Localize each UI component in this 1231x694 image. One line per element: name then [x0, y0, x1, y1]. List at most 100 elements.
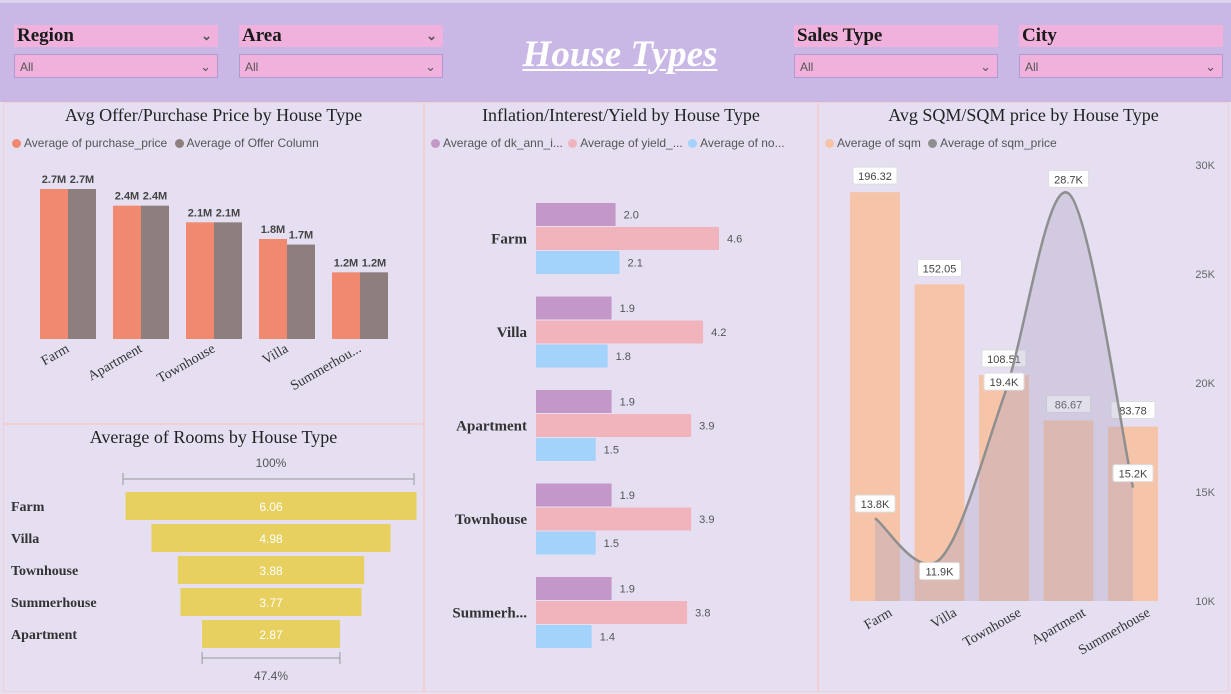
sqm-price-data-label: 15.2K: [1119, 469, 1148, 481]
inflation-bar: [536, 438, 596, 461]
rooms-data-label: 3.88: [259, 564, 283, 578]
inflation-category-label: Summerh...: [452, 606, 527, 622]
inflation-bar: [536, 227, 719, 250]
sqm-data-label-box: [1110, 401, 1156, 420]
sqm-data-label-box: [852, 166, 898, 185]
sqm-price-data-label: 13.8K: [861, 499, 890, 511]
inflation-data-label: 2.1: [628, 258, 643, 270]
legend-item-offer[interactable]: Average of Offer Column: [174, 136, 319, 150]
inflation-data-label: 1.9: [620, 397, 635, 409]
sqm-chart-panel: Avg SQM/SQM price by House Type Average …: [818, 102, 1229, 692]
inflation-bar: [536, 483, 612, 507]
sqm-bar: [1043, 420, 1094, 601]
rooms-data-label: 6.06: [259, 500, 283, 514]
legend-item-sqm[interactable]: Average of sqm: [825, 136, 921, 150]
sqm-price-data-label-box: [919, 562, 960, 581]
inflation-bar: [536, 251, 620, 274]
rooms-chart-panel: Average of Rooms by House Type 100% 6.06 F…: [3, 424, 424, 692]
price-chart-panel: Avg Offer/Purchase Price by House Type A…: [3, 102, 424, 424]
legend-item-sqm-price[interactable]: Average of sqm_price: [928, 136, 1057, 150]
sqm-data-label: 86.67: [1055, 399, 1083, 411]
sqm-price-data-label: 19.4K: [990, 377, 1019, 389]
chevron-down-icon: ⌄: [980, 59, 991, 74]
sqm-price-data-label-box: [854, 494, 896, 513]
rooms-funnel-chart: 100% 6.06 Farm 4.98 Villa 3.88 Townhouse 3.77 Su…: [11, 456, 417, 683]
area-dropdown[interactable]: All ⌄: [239, 54, 443, 78]
sqm-data-label: 196.32: [858, 171, 892, 183]
rooms-bar: [177, 556, 365, 584]
price-category-label: Farm: [39, 341, 72, 369]
price-data-label: 1.8M: [261, 224, 285, 236]
inflation-bar: [536, 577, 612, 600]
area-slicer: Area ⌄ All ⌄: [239, 25, 443, 78]
inflation-bar: [536, 390, 612, 413]
inflation-data-label: 1.8: [616, 351, 631, 363]
price-bar: [141, 205, 169, 339]
sqm-price-data-label: 28.7K: [1054, 174, 1083, 186]
sqm-data-label: 83.78: [1119, 406, 1147, 418]
area-slicer-title: Area ⌄: [239, 25, 443, 47]
price-bar: [360, 272, 388, 339]
inflation-data-label: 3.9: [699, 421, 714, 433]
inflation-bar: [536, 344, 608, 368]
chevron-down-icon[interactable]: ⌄: [201, 28, 212, 43]
price-bar: [68, 189, 96, 339]
inflation-category-label: Farm: [491, 232, 527, 248]
sqm-data-label-box: [917, 258, 962, 277]
rooms-chart-title: Average of Rooms by House Type: [89, 427, 338, 447]
page-title: House Types: [522, 34, 718, 75]
legend-item-inflation[interactable]: Average of dk_ann_i...: [431, 136, 563, 150]
sqm-bar: [850, 192, 900, 601]
legend-item-interest[interactable]: Average of no...: [688, 136, 785, 150]
price-bar: [186, 222, 214, 339]
region-dropdown[interactable]: All ⌄: [14, 54, 218, 78]
price-bar: [214, 222, 242, 339]
inflation-chart-panel: Inflation/Interest/Yield by House Type A…: [424, 102, 818, 692]
inflation-category-label: Apartment: [456, 419, 527, 435]
price-data-label: 1.2M: [334, 257, 358, 269]
inflation-bar: [536, 203, 616, 226]
sqm-price-data-label-box: [983, 372, 1025, 391]
price-bar: [332, 272, 360, 339]
sqm-price-data-label: 11.9K: [926, 567, 955, 579]
rooms-data-label: 4.98: [259, 532, 283, 546]
sqm-bar: [1108, 426, 1158, 601]
sqm-bar: [979, 375, 1029, 601]
price-category-label: Summerhou...: [288, 341, 364, 393]
legend-item-yield[interactable]: Average of yield_...: [568, 136, 683, 150]
inflation-data-label: 2.0: [624, 210, 639, 222]
sqm-y2-tick-label: 25K: [1195, 269, 1215, 281]
inflation-bar: [536, 414, 692, 437]
rooms-category-label: Summerhouse: [11, 596, 97, 611]
region-slicer-title: Region ⌄: [14, 25, 218, 47]
sqm-data-label: 152.05: [923, 263, 957, 275]
price-data-label: 1.2M: [362, 257, 386, 269]
inflation-bar: [536, 507, 692, 531]
sales-type-dropdown[interactable]: All ⌄: [794, 54, 998, 78]
chevron-down-icon: ⌄: [425, 59, 436, 74]
price-bar: [259, 239, 287, 339]
inflation-data-label: 4.6: [727, 234, 742, 246]
chevron-down-icon[interactable]: ⌄: [426, 28, 437, 43]
sqm-category-label: Villa: [928, 605, 960, 632]
city-dropdown[interactable]: All ⌄: [1019, 54, 1223, 78]
price-data-label: 2.7M: [42, 174, 66, 186]
rooms-category-label: Farm: [11, 500, 45, 515]
sales-type-slicer: Sales Type All ⌄: [794, 25, 998, 78]
sqm-price-data-label-box: [1048, 169, 1089, 188]
sqm-bar: [914, 284, 965, 601]
price-category-label: Villa: [260, 341, 292, 368]
rooms-bar: [125, 492, 417, 520]
sqm-y2-tick-label: 30K: [1195, 160, 1215, 172]
inflation-legend: Average of dk_ann_i... Average of yield_…: [431, 136, 785, 150]
region-slicer: Region ⌄ All ⌄: [14, 25, 218, 78]
sqm-category-label: Apartment: [1029, 605, 1088, 648]
inflation-bar-chart: 2.0 4.6 2.1 Farm 1.9 4.2 1.8 Villa 1.9 3.9 1.5 Apar…: [452, 203, 742, 648]
city-slicer: City All ⌄: [1019, 25, 1223, 78]
sqm-y2-tick-label: 20K: [1195, 378, 1215, 390]
legend-item-purchase[interactable]: Average of purchase_price: [12, 136, 167, 150]
sqm-price-data-label-box: [1112, 464, 1154, 483]
rooms-bar: [151, 524, 391, 552]
price-bar-chart: 2.7M 2.7M Farm 2.4M 2.4M Apartment 2.1M 2.1M Tow…: [39, 174, 388, 394]
rooms-data-label: 3.77: [259, 596, 283, 610]
